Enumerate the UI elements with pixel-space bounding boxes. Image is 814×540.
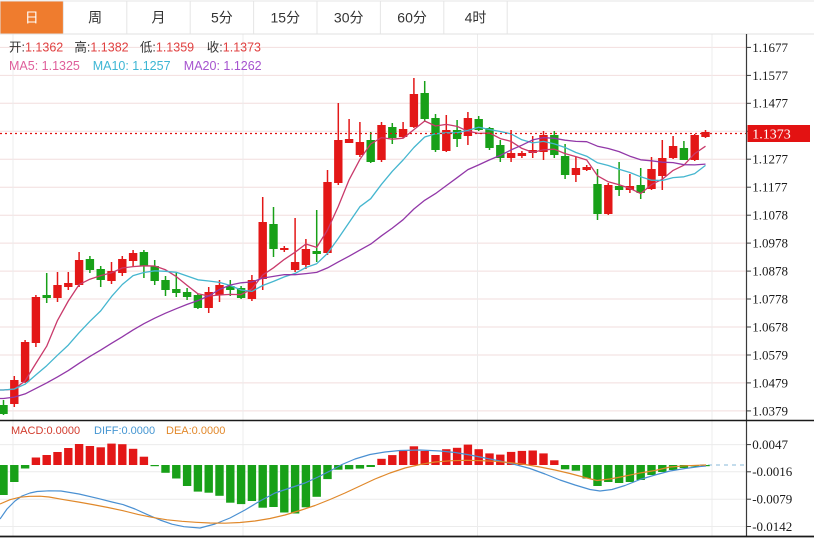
svg-text:1.0978: 1.0978 (752, 236, 788, 251)
svg-text:收:1.1373: 收:1.1373 (207, 41, 261, 55)
svg-text:MA10: 1.1257: MA10: 1.1257 (93, 59, 171, 73)
svg-text:MA20: 1.1262: MA20: 1.1262 (184, 59, 262, 73)
svg-text:1.1078: 1.1078 (752, 208, 788, 223)
svg-text:1.1277: 1.1277 (752, 152, 788, 167)
svg-text:60分: 60分 (397, 10, 427, 26)
svg-text:0.0047: 0.0047 (752, 437, 788, 452)
svg-text:30分: 30分 (334, 10, 364, 26)
svg-text:-0.0142: -0.0142 (752, 519, 792, 534)
svg-text:1.0479: 1.0479 (752, 375, 788, 390)
svg-text:MACD:0.0000: MACD:0.0000 (11, 425, 80, 437)
svg-text:高:1.1382: 高:1.1382 (74, 40, 128, 55)
svg-text:1.1677: 1.1677 (752, 40, 788, 55)
svg-text:MA5: 1.1325: MA5: 1.1325 (9, 59, 80, 73)
svg-text:周: 周 (88, 10, 102, 26)
svg-text:开:1.1362: 开:1.1362 (9, 41, 63, 55)
svg-text:1.1373: 1.1373 (752, 128, 791, 143)
svg-text:DIFF:0.0000: DIFF:0.0000 (94, 425, 155, 437)
svg-text:日: 日 (25, 10, 39, 26)
svg-text:1.0778: 1.0778 (752, 291, 788, 306)
svg-text:1.0379: 1.0379 (752, 403, 788, 418)
svg-text:1.1577: 1.1577 (752, 68, 788, 83)
svg-text:5分: 5分 (211, 10, 233, 26)
svg-text:1.1477: 1.1477 (752, 96, 788, 111)
svg-text:1.0878: 1.0878 (752, 264, 788, 279)
svg-text:-0.0016: -0.0016 (752, 464, 793, 479)
svg-text:DEA:0.0000: DEA:0.0000 (166, 425, 225, 437)
svg-text:1.0579: 1.0579 (752, 347, 788, 362)
svg-text:1.1177: 1.1177 (752, 180, 788, 195)
svg-text:-0.0079: -0.0079 (752, 492, 792, 507)
svg-text:月: 月 (152, 10, 166, 26)
svg-text:4时: 4时 (465, 10, 487, 26)
svg-text:1.0678: 1.0678 (752, 319, 788, 334)
svg-text:低:1.1359: 低:1.1359 (140, 41, 194, 55)
svg-text:15分: 15分 (271, 10, 301, 26)
